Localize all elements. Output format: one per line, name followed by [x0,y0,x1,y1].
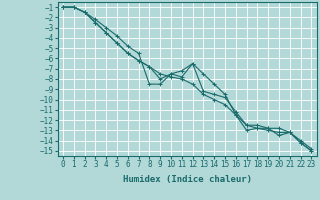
X-axis label: Humidex (Indice chaleur): Humidex (Indice chaleur) [123,175,252,184]
